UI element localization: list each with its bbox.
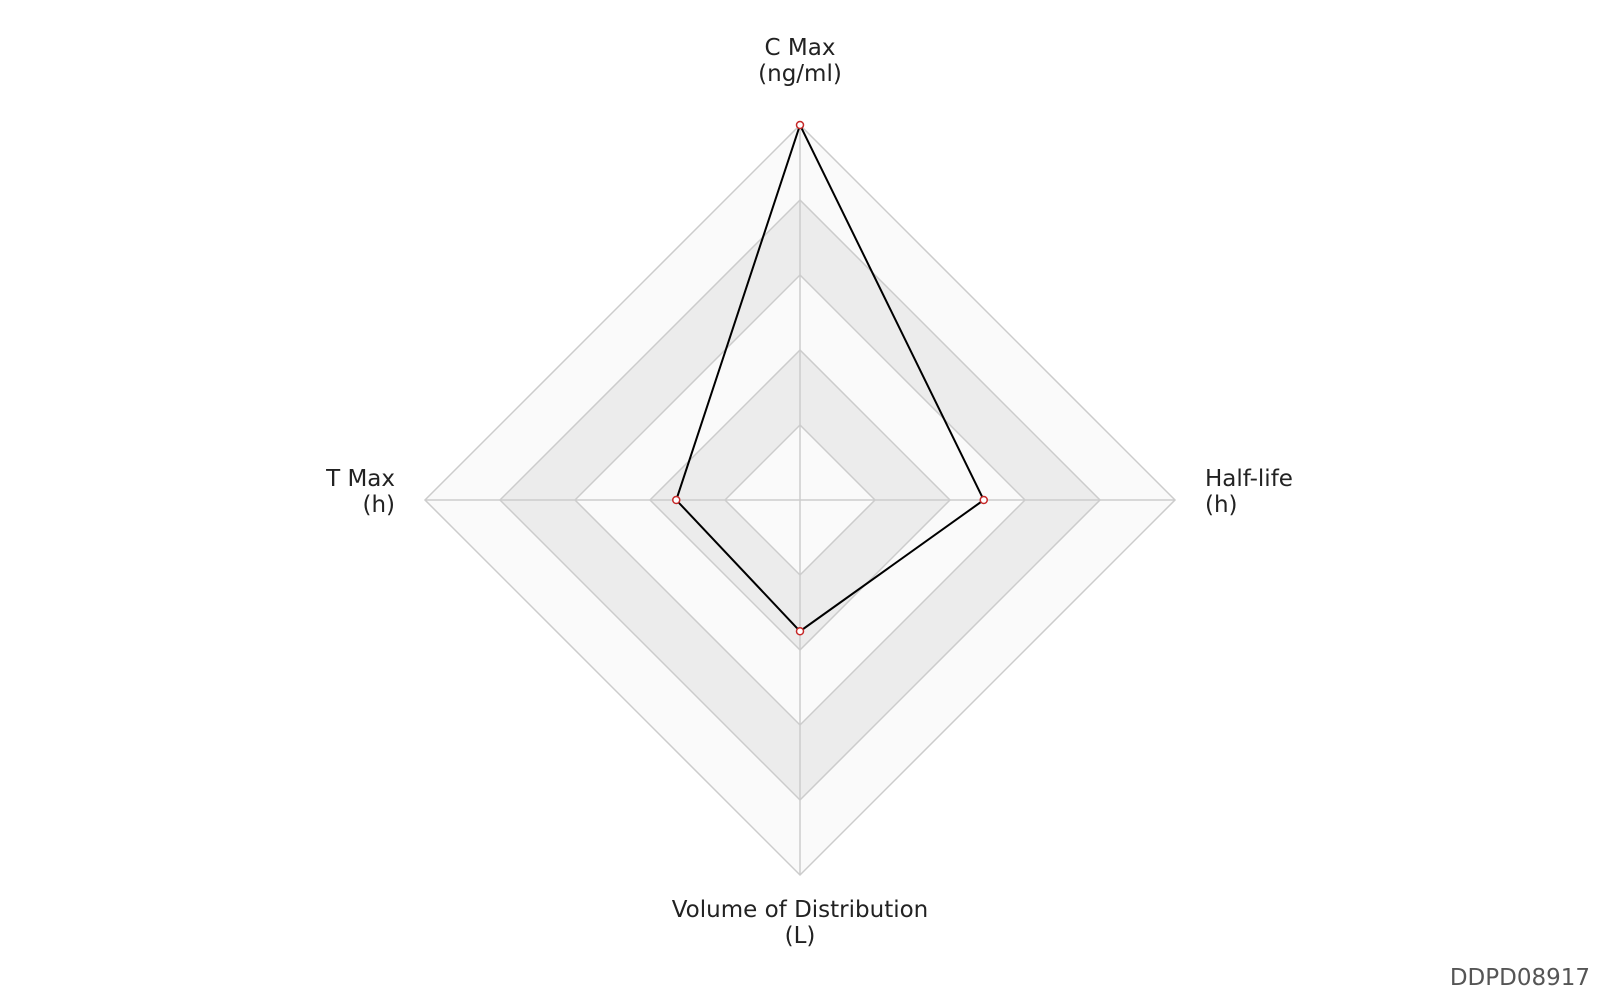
data-point [979,495,988,505]
axis-label: T Max [325,466,395,492]
axis-label: C Max [765,35,836,61]
data-point [795,120,805,130]
axis-label: Half-life [1205,466,1293,492]
axis-unit: (h) [362,492,395,518]
axis-unit: (ng/ml) [758,61,842,87]
axis-unit: (L) [785,923,816,949]
data-point [672,495,681,505]
axis-label: Volume of Distribution [672,897,929,923]
axis-unit: (h) [1205,492,1238,518]
data-point [795,627,805,636]
watermark: DDPD08917 [1450,965,1590,991]
